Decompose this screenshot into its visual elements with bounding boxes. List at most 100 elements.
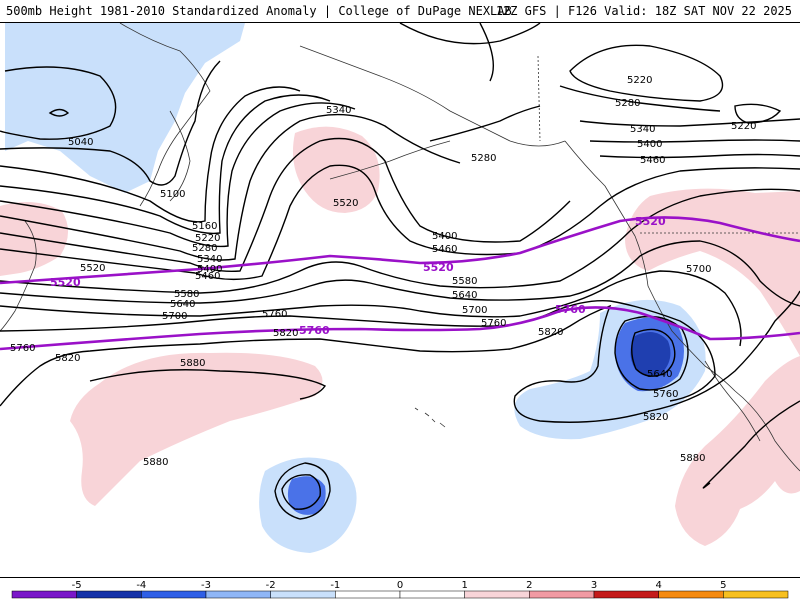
label-5580-a: 5580	[174, 289, 199, 300]
colorbar-bin	[723, 590, 789, 599]
height-contours	[0, 22, 800, 520]
coast-baja	[704, 360, 761, 442]
label-5820-a: 5820	[55, 353, 80, 364]
label-5520-b: 5520	[333, 198, 358, 209]
colorbar-bins	[11, 590, 789, 599]
label-5820-d: 5820	[538, 327, 563, 338]
colorbar-tick-label: -3	[201, 580, 211, 591]
contour-5640	[0, 240, 800, 307]
pos-anomaly-central-pacific	[70, 352, 323, 506]
contour-5160	[0, 86, 301, 223]
colorbar-tick-label: -5	[72, 580, 82, 591]
colorbar-tick-label: 4	[655, 580, 661, 591]
colorbar-bin	[76, 590, 142, 599]
label-5460-a: 5460	[195, 271, 220, 282]
label-5760-b: 5760	[481, 318, 506, 329]
label-5640-a: 5640	[170, 299, 195, 310]
colorbar-tick-label: 5	[720, 580, 726, 591]
contour-5220-north	[569, 44, 724, 102]
contour-5760-highlight	[0, 306, 800, 351]
label-5400-b: 5400	[432, 231, 457, 242]
coast-mexico	[734, 390, 800, 472]
map-canvas[interactable]: 5040 5100 5160 5220 5280 5340 5400 5460 …	[0, 22, 800, 578]
colorbar-bin	[205, 590, 271, 599]
label-5520-highlight-mid: 5520	[423, 261, 454, 274]
contour-5460-north	[599, 153, 800, 159]
contour-5520-highlight	[0, 216, 800, 285]
contour-tropics-low	[274, 462, 331, 520]
coast-japan	[0, 220, 37, 332]
contour-labels: 5040 5100 5160 5220 5280 5340 5400 5460 …	[10, 75, 756, 468]
highlight-contours	[0, 216, 800, 351]
neg-anomaly-tropics-core	[287, 476, 326, 515]
colorbar-bin	[141, 590, 207, 599]
label-5760-a: 5760	[262, 309, 287, 320]
highlight-labels: 5520 5520 5520 5760 5760	[50, 215, 666, 337]
label-5880-b: 5880	[143, 457, 168, 468]
label-5280-c: 5280	[615, 98, 640, 109]
colorbar-svg: -5 -4 -3 -2 -1 0 1 2 3 4 5	[11, 580, 789, 599]
anomaly-colorbar: -5 -4 -3 -2 -1 0 1 2 3 4 5	[0, 578, 800, 600]
label-5580-b: 5580	[452, 276, 477, 287]
label-5700-a: 5700	[162, 311, 187, 322]
map-svg: 5040 5100 5160 5220 5280 5340 5400 5460 …	[0, 22, 800, 553]
label-5340-c: 5340	[630, 124, 655, 135]
colorbar-tick-label: -4	[136, 580, 146, 591]
neg-anomaly-siberia	[5, 23, 245, 193]
contour-5700	[0, 270, 742, 347]
label-5040: 5040	[68, 137, 93, 148]
colorbar-bin	[593, 590, 659, 599]
map-header: 500mb Height 1981-2010 Standardized Anom…	[0, 0, 800, 22]
colorbar-bin	[270, 590, 336, 599]
colorbar-bin	[11, 590, 77, 599]
label-5280-a: 5280	[192, 243, 217, 254]
contour-5220-west	[0, 94, 331, 235]
colorbar-bin	[658, 590, 724, 599]
contour-tropics-low-inner	[281, 474, 321, 510]
coast-us-west	[634, 235, 736, 392]
colorbar-ticks: -5 -4 -3 -2 -1 0 1 2 3 4 5	[72, 580, 727, 591]
pos-anomaly-mexico	[675, 356, 800, 546]
contour-5460	[0, 164, 800, 281]
coast-bc	[564, 140, 636, 237]
colorbar-bin	[529, 590, 595, 599]
coast-kamchatka	[169, 110, 191, 202]
contour-5880-central	[89, 369, 327, 400]
label-5460-b: 5460	[432, 244, 457, 255]
label-5400-c: 5400	[637, 139, 662, 150]
label-5100: 5100	[160, 189, 185, 200]
label-5880-a: 5880	[180, 358, 205, 369]
label-5520-a: 5520	[80, 263, 105, 274]
label-5520-highlight-east: 5520	[635, 215, 666, 228]
contour-5040	[0, 66, 117, 140]
contour-5880-mexico	[702, 400, 800, 489]
label-5220-c: 5220	[731, 121, 756, 132]
label-5880-c: 5880	[680, 453, 705, 464]
label-5640-c: 5640	[647, 369, 672, 380]
pos-anomaly-canada	[625, 188, 800, 356]
label-5820-c: 5820	[643, 412, 668, 423]
label-5760-c: 5760	[653, 389, 678, 400]
contour-5220-east	[734, 103, 782, 124]
colorbar-tick-label: -1	[330, 580, 340, 591]
label-5400-a: 5400	[197, 264, 222, 275]
colorbar-tick-label: 2	[526, 580, 532, 591]
anomaly-shading	[0, 23, 800, 553]
map-title: 500mb Height 1981-2010 Standardized Anom…	[6, 4, 512, 18]
colorbar-tick-label: 1	[461, 580, 467, 591]
colorbar-tick-label: -2	[266, 580, 276, 591]
coastlines	[0, 22, 800, 472]
neg-anomaly-east-pacific-core	[630, 332, 671, 377]
contour-5400-west	[0, 137, 571, 273]
border-alaska-canada	[537, 55, 541, 142]
label-5280-b: 5280	[471, 153, 496, 164]
colorbar-bin	[335, 590, 401, 599]
label-5340-a: 5340	[197, 254, 222, 265]
label-5760-d: 5760	[10, 343, 35, 354]
label-5760-highlight-west: 5760	[299, 324, 330, 337]
label-5640-b: 5640	[452, 290, 477, 301]
contour-5160-east	[479, 22, 494, 82]
coast-aleutians	[329, 140, 451, 180]
colorbar-bin	[464, 590, 530, 599]
label-5460-c: 5460	[640, 155, 665, 166]
